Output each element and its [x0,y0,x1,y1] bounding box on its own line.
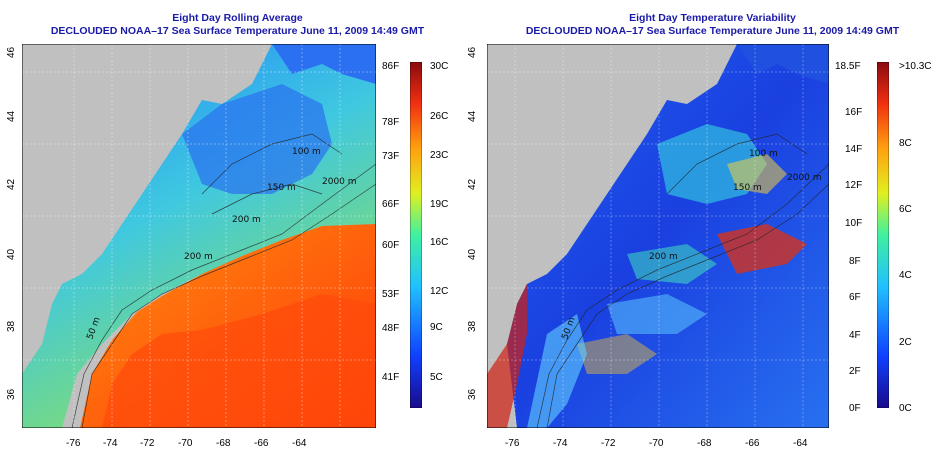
contour-label: 2000 m [787,173,822,183]
colorbar-f-label: 0F [849,403,861,414]
colorbar-f-label: 53F [382,289,400,300]
lat-tick-label: 46 [6,46,17,58]
colorbar-f-label: 6F [849,292,861,303]
colorbar-f-label: 41F [382,372,400,383]
lon-tick-label: -72 [601,438,616,449]
colorbar-f-label: 73F [382,151,400,162]
colorbar-f-label: 12F [845,180,863,191]
colorbar-f-label: 18.5F [835,61,861,72]
colorbar-c-label: 16C [430,237,449,248]
lat-tick-label: 38 [467,320,478,332]
contour-label: 150 m [267,183,296,193]
colorbar-f-label: 16F [845,107,863,118]
contour-label: 200 m [649,252,678,262]
lon-tick-label: -66 [254,438,269,449]
panel-title: Eight Day Temperature Variability [629,12,796,24]
contour-label: 2000 m [322,177,357,187]
colorbar-c-label: 5C [430,372,443,383]
lat-tick-label: 42 [467,178,478,190]
colorbar-c-label: 12C [430,286,449,297]
colorbar-c-label: >10.3C [899,61,932,72]
panel-subtitle: DECLOUDED NOAA–17 Sea Surface Temperatur… [50,25,425,37]
contour-label: 200 m [184,252,213,262]
colorbar-f-label: 4F [849,330,861,341]
contour-label: 200 m [232,215,261,225]
colorbar-f-label: 10F [845,218,863,229]
colorbar-c-label: 23C [430,150,449,161]
lat-tick-label: 42 [6,178,17,190]
lon-tick-label: -68 [697,438,712,449]
lat-tick-label: 36 [467,388,478,400]
variability-colorbar [877,62,889,408]
colorbar-c-label: 19C [430,199,449,210]
colorbar-f-label: 14F [845,144,863,155]
lat-tick-label: 44 [6,110,17,122]
lat-tick-label: 36 [6,388,17,400]
colorbar-c-label: 6C [899,204,912,215]
panel-subtitle: DECLOUDED NOAA–17 Sea Surface Temperatur… [525,25,900,37]
lon-tick-label: -64 [292,438,307,449]
colorbar-f-label: 2F [849,366,861,377]
colorbar-f-label: 48F [382,323,400,334]
lat-tick-label: 40 [6,248,17,260]
lon-tick-label: -66 [745,438,760,449]
panel-title: Eight Day Rolling Average [172,12,303,24]
colorbar-f-label: 60F [382,240,400,251]
colorbar-f-label: 8F [849,256,861,267]
colorbar-f-label: 86F [382,61,400,72]
lat-tick-label: 38 [6,320,17,332]
colorbar-c-label: 26C [430,111,449,122]
colorbar-f-label: 66F [382,199,400,210]
colorbar-c-label: 8C [899,138,912,149]
sst-colorbar [410,62,422,408]
contour-label: 100 m [292,147,321,157]
sst-average-panel: Eight Day Rolling Average DECLOUDED NOAA… [6,12,449,449]
lat-tick-label: 46 [467,46,478,58]
colorbar-c-label: 2C [899,337,912,348]
sst-average-map: 100 m 150 m 2000 m 200 m 200 m 50 m [22,44,376,428]
colorbar-c-label: 0C [899,403,912,414]
lat-tick-label: 40 [467,248,478,260]
contour-label: 100 m [749,149,778,159]
contour-label: 150 m [733,183,762,193]
sst-variability-panel: Eight Day Temperature Variability DECLOU… [467,0,950,475]
sst-variability-map: 100 m 150 m 2000 m 200 m 50 m [487,44,829,428]
lon-tick-label: -76 [66,438,81,449]
lon-tick-label: -74 [103,438,118,449]
lon-tick-label: -74 [553,438,568,449]
lon-tick-label: -70 [649,438,664,449]
lon-tick-label: -72 [140,438,155,449]
lon-tick-label: -70 [178,438,193,449]
colorbar-c-label: 30C [430,61,449,72]
colorbar-c-label: 9C [430,322,443,333]
lon-tick-label: -68 [216,438,231,449]
lon-tick-label: -64 [793,438,808,449]
lat-tick-label: 44 [467,110,478,122]
colorbar-f-label: 78F [382,117,400,128]
colorbar-c-label: 4C [899,270,912,281]
lon-tick-label: -76 [505,438,520,449]
